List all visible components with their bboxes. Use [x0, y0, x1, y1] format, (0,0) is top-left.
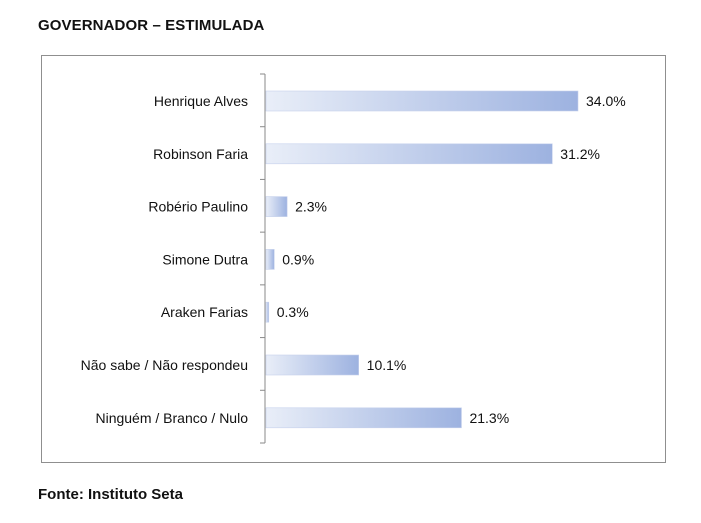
source-note: Fonte: Instituto Seta	[38, 486, 183, 503]
category-label: Não sabe / Não respondeu	[81, 357, 248, 373]
value-label: 34.0%	[586, 93, 626, 109]
category-label: Robinson Faria	[153, 146, 248, 162]
value-label: 10.1%	[367, 357, 407, 373]
category-label: Araken Farias	[161, 304, 248, 320]
bar-2	[265, 196, 288, 217]
bar-0	[265, 90, 579, 112]
value-label: 2.3%	[295, 199, 327, 215]
chart-title: GOVERNADOR – ESTIMULADA	[38, 17, 265, 34]
category-label: Ninguém / Branco / Nulo	[95, 410, 248, 426]
bar-4	[265, 301, 270, 323]
bar-1	[265, 143, 553, 165]
value-label: 21.3%	[469, 410, 509, 426]
bar-5	[265, 354, 359, 376]
category-label: Simone Dutra	[162, 251, 248, 267]
category-label: Robério Paulino	[148, 199, 248, 215]
value-label: 31.2%	[560, 146, 600, 162]
bar-3	[265, 249, 275, 270]
chart-frame	[41, 55, 666, 463]
bar-6	[265, 407, 462, 429]
value-label: 0.9%	[282, 251, 314, 267]
category-label: Henrique Alves	[154, 93, 248, 109]
value-label: 0.3%	[277, 304, 309, 320]
